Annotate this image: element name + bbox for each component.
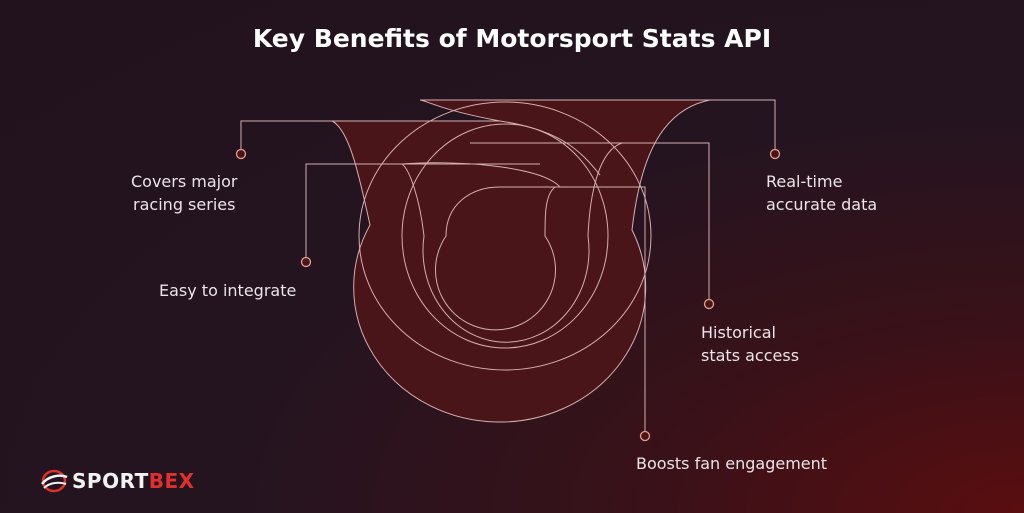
page-title: Key Benefits of Motorsport Stats API bbox=[252, 24, 772, 53]
leader-covers bbox=[240, 120, 332, 150]
benefit-covers: Covers major racing series bbox=[131, 170, 237, 216]
dot-realtime bbox=[769, 148, 781, 160]
benefit-easy: Easy to integrate bbox=[159, 279, 296, 302]
leader-historical bbox=[622, 142, 710, 300]
benefit-boosts: Boosts fan engagement bbox=[636, 452, 827, 475]
logo-text-sport: SPORT bbox=[72, 469, 149, 493]
label-line: Historical bbox=[701, 323, 776, 342]
label-line: Boosts fan engagement bbox=[636, 454, 828, 473]
label-line: Covers major bbox=[131, 172, 238, 191]
label-line: Real-time bbox=[766, 172, 843, 191]
label-line: stats access bbox=[701, 346, 800, 365]
dot-boosts bbox=[639, 430, 651, 442]
ring-2 bbox=[435, 186, 557, 331]
funnel-shape bbox=[331, 99, 711, 423]
benefit-realtime: Real-time accurate data bbox=[766, 170, 877, 216]
ring-3 bbox=[400, 142, 623, 343]
dot-easy bbox=[300, 256, 312, 268]
label-line: Easy to integrate bbox=[159, 281, 297, 300]
sportbex-logo: SPORTBEX bbox=[40, 468, 195, 494]
leader-realtime bbox=[710, 99, 776, 150]
ring-3b bbox=[401, 123, 609, 349]
benefit-historical: Historical stats access bbox=[701, 321, 799, 367]
dot-covers bbox=[235, 148, 247, 160]
dot-historical bbox=[703, 298, 715, 310]
leader-easy bbox=[305, 163, 402, 258]
ring-4 bbox=[358, 101, 652, 371]
logo-text-bex: BEX bbox=[148, 469, 195, 493]
funnel-inner bbox=[401, 120, 645, 188]
leader-boosts bbox=[555, 186, 646, 432]
globe-logo-icon bbox=[41, 469, 68, 493]
label-line: accurate data bbox=[766, 195, 878, 214]
label-line: racing series bbox=[133, 195, 236, 214]
